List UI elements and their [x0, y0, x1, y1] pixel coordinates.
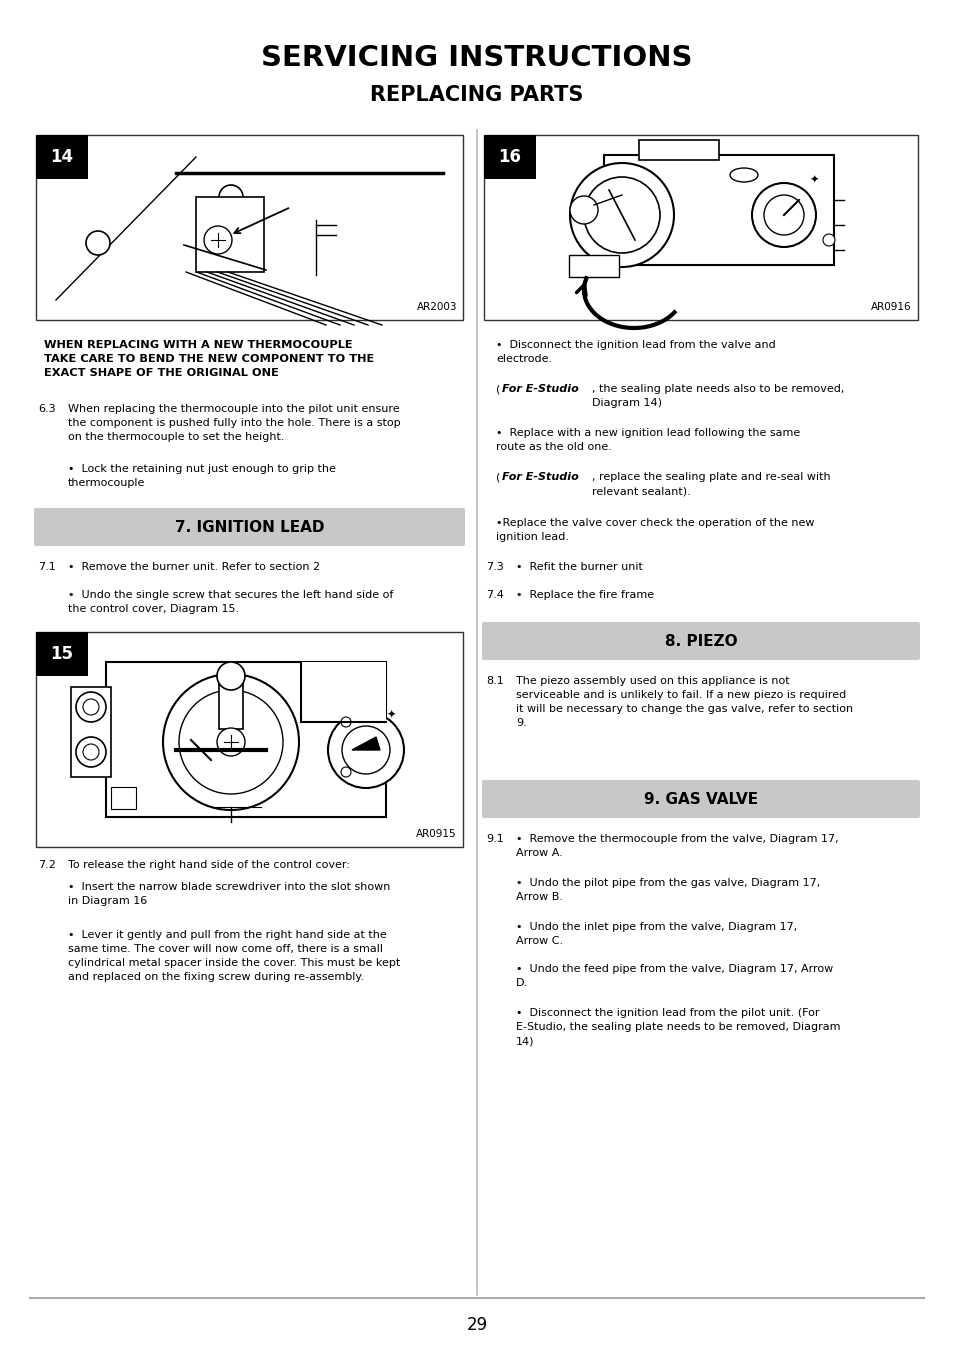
Text: •  Undo the pilot pipe from the gas valve, Diagram 17,
Arrow B.: • Undo the pilot pipe from the gas valve…: [516, 878, 820, 902]
Text: 7.3: 7.3: [485, 562, 503, 572]
Text: •  Disconnect the ignition lead from the pilot unit. (For
E-Studio, the sealing : • Disconnect the ignition lead from the …: [516, 1008, 840, 1046]
Text: •  Lever it gently and pull from the right hand side at the
same time. The cover: • Lever it gently and pull from the righ…: [68, 930, 400, 981]
Text: •  Replace with a new ignition lead following the same
route as the old one.: • Replace with a new ignition lead follo…: [496, 428, 800, 452]
Ellipse shape: [729, 167, 758, 182]
Circle shape: [763, 194, 803, 235]
Text: (: (: [496, 383, 500, 394]
Circle shape: [569, 163, 673, 267]
Text: 9.1: 9.1: [485, 834, 503, 844]
Text: , the sealing plate needs also to be removed,
Diagram 14): , the sealing plate needs also to be rem…: [592, 383, 843, 408]
Bar: [219, 674, 243, 729]
Circle shape: [751, 184, 815, 247]
Circle shape: [822, 234, 834, 246]
FancyBboxPatch shape: [481, 622, 919, 660]
Text: For E-Studio: For E-Studio: [501, 383, 578, 394]
Text: •  Replace the fire frame: • Replace the fire frame: [516, 590, 654, 599]
Bar: [106, 662, 386, 817]
Text: •  Insert the narrow blade screwdriver into the slot shown
in Diagram 16: • Insert the narrow blade screwdriver in…: [68, 882, 390, 906]
Text: AR0916: AR0916: [870, 302, 911, 312]
Circle shape: [179, 690, 283, 794]
Circle shape: [216, 662, 245, 690]
Bar: [36, 135, 88, 180]
Bar: [111, 787, 136, 809]
Text: 8. PIEZO: 8. PIEZO: [664, 633, 737, 648]
Text: 7. IGNITION LEAD: 7. IGNITION LEAD: [174, 520, 324, 535]
Text: 16: 16: [498, 148, 521, 166]
Text: 9. GAS VALVE: 9. GAS VALVE: [643, 791, 758, 806]
Circle shape: [341, 726, 390, 774]
Circle shape: [76, 737, 106, 767]
Circle shape: [340, 767, 351, 778]
Bar: [36, 135, 462, 320]
Text: REPLACING PARTS: REPLACING PARTS: [370, 85, 583, 105]
Bar: [568, 255, 618, 277]
Circle shape: [83, 699, 99, 716]
FancyBboxPatch shape: [481, 780, 919, 818]
Circle shape: [76, 693, 106, 722]
Text: •Replace the valve cover check the operation of the new
ignition lead.: •Replace the valve cover check the opera…: [496, 518, 814, 541]
Text: 7.1: 7.1: [38, 562, 55, 572]
Text: The piezo assembly used on this appliance is not
serviceable and is unlikely to : The piezo assembly used on this applianc…: [516, 676, 852, 728]
Circle shape: [163, 674, 298, 810]
Bar: [195, 197, 264, 271]
Text: •  Remove the burner unit. Refer to section 2: • Remove the burner unit. Refer to secti…: [68, 562, 320, 572]
Text: •  Refit the burner unit: • Refit the burner unit: [516, 562, 642, 572]
Polygon shape: [352, 737, 379, 751]
Text: 7.4: 7.4: [485, 590, 503, 599]
Text: WHEN REPLACING WITH A NEW THERMOCOUPLE
TAKE CARE TO BEND THE NEW COMPONENT TO TH: WHEN REPLACING WITH A NEW THERMOCOUPLE T…: [44, 340, 374, 378]
Text: To release the right hand side of the control cover:: To release the right hand side of the co…: [68, 860, 350, 869]
Text: •  Disconnect the ignition lead from the valve and
electrode.: • Disconnect the ignition lead from the …: [496, 340, 775, 364]
Bar: [301, 662, 386, 722]
Text: 7.2: 7.2: [38, 860, 56, 869]
Bar: [71, 687, 111, 778]
Circle shape: [204, 225, 232, 254]
Circle shape: [583, 177, 659, 252]
Text: 29: 29: [466, 1316, 487, 1334]
Text: (: (: [496, 472, 500, 482]
Text: 8.1: 8.1: [485, 676, 503, 686]
Text: •  Remove the thermocouple from the valve, Diagram 17,
Arrow A.: • Remove the thermocouple from the valve…: [516, 834, 838, 859]
Text: AR0915: AR0915: [416, 829, 456, 838]
Text: •  Undo the feed pipe from the valve, Diagram 17, Arrow
D.: • Undo the feed pipe from the valve, Dia…: [516, 964, 832, 988]
Circle shape: [83, 744, 99, 760]
Bar: [639, 140, 719, 161]
Text: AR2003: AR2003: [416, 302, 456, 312]
Circle shape: [340, 717, 351, 728]
Bar: [483, 135, 917, 320]
Text: 14: 14: [51, 148, 73, 166]
Circle shape: [328, 711, 403, 788]
Text: For E-Studio: For E-Studio: [501, 472, 578, 482]
Text: ✦: ✦: [386, 710, 395, 720]
Text: 15: 15: [51, 645, 73, 663]
Text: 6.3: 6.3: [38, 404, 55, 414]
Bar: [36, 632, 88, 676]
FancyBboxPatch shape: [34, 508, 464, 545]
Text: •  Lock the retaining nut just enough to grip the
thermocouple: • Lock the retaining nut just enough to …: [68, 464, 335, 487]
Bar: [603, 155, 833, 265]
Text: SERVICING INSTRUCTIONS: SERVICING INSTRUCTIONS: [261, 45, 692, 72]
Circle shape: [86, 231, 110, 255]
Bar: [483, 135, 536, 180]
Circle shape: [569, 196, 598, 224]
Text: •  Undo the inlet pipe from the valve, Diagram 17,
Arrow C.: • Undo the inlet pipe from the valve, Di…: [516, 922, 797, 946]
Circle shape: [219, 185, 243, 209]
Text: When replacing the thermocouple into the pilot unit ensure
the component is push: When replacing the thermocouple into the…: [68, 404, 400, 441]
Bar: [36, 632, 462, 846]
Text: ✦: ✦: [808, 176, 818, 185]
Text: , replace the sealing plate and re-seal with
relevant sealant).: , replace the sealing plate and re-seal …: [592, 472, 830, 495]
Circle shape: [216, 728, 245, 756]
Text: •  Undo the single screw that secures the left hand side of
the control cover, D: • Undo the single screw that secures the…: [68, 590, 393, 614]
